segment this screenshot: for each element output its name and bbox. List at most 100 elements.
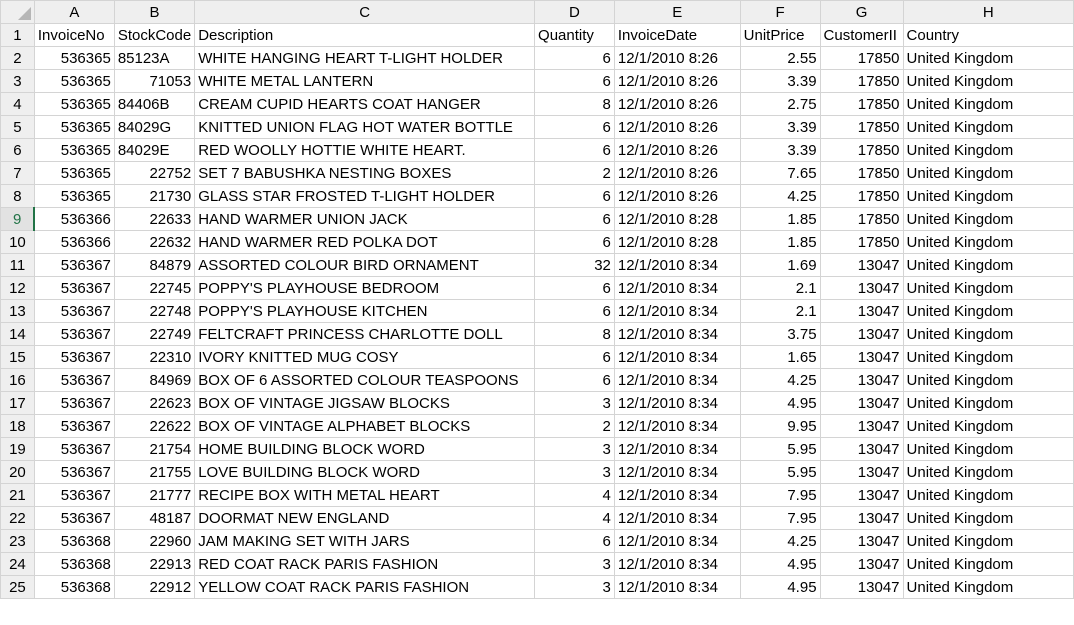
cell-b4[interactable]: 84406B xyxy=(113,92,196,116)
cell-e25[interactable]: 12/1/2010 8:34 xyxy=(613,575,741,599)
cell-h8[interactable]: United Kingdom xyxy=(902,184,1074,208)
cell-e11[interactable]: 12/1/2010 8:34 xyxy=(613,253,741,277)
cell-g25[interactable]: 13047 xyxy=(819,575,904,599)
cell-b13[interactable]: 22748 xyxy=(113,299,196,323)
cell-f17[interactable]: 4.95 xyxy=(739,391,821,415)
cell-a3[interactable]: 536365 xyxy=(33,69,115,93)
cell-f5[interactable]: 3.39 xyxy=(739,115,821,139)
cell-h4[interactable]: United Kingdom xyxy=(902,92,1074,116)
cell-a18[interactable]: 536367 xyxy=(33,414,115,438)
cell-h12[interactable]: United Kingdom xyxy=(902,276,1074,300)
cell-e17[interactable]: 12/1/2010 8:34 xyxy=(613,391,741,415)
row-header[interactable]: 3 xyxy=(0,69,35,93)
cell-b9[interactable]: 22633 xyxy=(113,207,196,231)
cell-c4[interactable]: CREAM CUPID HEARTS COAT HANGER xyxy=(194,92,536,116)
cell-c15[interactable]: IVORY KNITTED MUG COSY xyxy=(194,345,536,369)
cell-h18[interactable]: United Kingdom xyxy=(902,414,1074,438)
row-header[interactable]: 25 xyxy=(0,575,35,599)
row-header[interactable]: 17 xyxy=(0,391,35,415)
cell-d1[interactable]: Quantity xyxy=(534,23,615,47)
cell-d15[interactable]: 6 xyxy=(534,345,615,369)
cell-g7[interactable]: 17850 xyxy=(819,161,904,185)
cell-h10[interactable]: United Kingdom xyxy=(902,230,1074,254)
cell-a6[interactable]: 536365 xyxy=(33,138,115,162)
cell-d18[interactable]: 2 xyxy=(534,414,615,438)
cell-f23[interactable]: 4.25 xyxy=(739,529,821,553)
cell-g1[interactable]: CustomerII xyxy=(819,23,904,47)
cell-d11[interactable]: 32 xyxy=(534,253,615,277)
cell-b16[interactable]: 84969 xyxy=(113,368,196,392)
cell-d5[interactable]: 6 xyxy=(534,115,615,139)
cell-g21[interactable]: 13047 xyxy=(819,483,904,507)
cell-b24[interactable]: 22913 xyxy=(113,552,196,576)
cell-d6[interactable]: 6 xyxy=(534,138,615,162)
cell-e12[interactable]: 12/1/2010 8:34 xyxy=(613,276,741,300)
cell-c12[interactable]: POPPY'S PLAYHOUSE BEDROOM xyxy=(194,276,536,300)
cell-c17[interactable]: BOX OF VINTAGE JIGSAW BLOCKS xyxy=(194,391,536,415)
cell-c24[interactable]: RED COAT RACK PARIS FASHION xyxy=(194,552,536,576)
cell-e14[interactable]: 12/1/2010 8:34 xyxy=(613,322,741,346)
cell-f9[interactable]: 1.85 xyxy=(739,207,821,231)
row-header[interactable]: 22 xyxy=(0,506,35,530)
cell-g9[interactable]: 17850 xyxy=(819,207,904,231)
cell-c25[interactable]: YELLOW COAT RACK PARIS FASHION xyxy=(194,575,536,599)
cell-g10[interactable]: 17850 xyxy=(819,230,904,254)
cell-b2[interactable]: 85123A xyxy=(113,46,196,70)
cell-a8[interactable]: 536365 xyxy=(33,184,115,208)
cell-h11[interactable]: United Kingdom xyxy=(902,253,1074,277)
cell-g6[interactable]: 17850 xyxy=(819,138,904,162)
cell-b3[interactable]: 71053 xyxy=(113,69,196,93)
cell-h21[interactable]: United Kingdom xyxy=(902,483,1074,507)
cell-h9[interactable]: United Kingdom xyxy=(902,207,1074,231)
cell-d17[interactable]: 3 xyxy=(534,391,615,415)
cell-d16[interactable]: 6 xyxy=(534,368,615,392)
cell-f3[interactable]: 3.39 xyxy=(739,69,821,93)
cell-a1[interactable]: InvoiceNo xyxy=(33,23,115,47)
cell-f20[interactable]: 5.95 xyxy=(739,460,821,484)
cell-h19[interactable]: United Kingdom xyxy=(902,437,1074,461)
cell-d13[interactable]: 6 xyxy=(534,299,615,323)
cell-a24[interactable]: 536368 xyxy=(33,552,115,576)
cell-h20[interactable]: United Kingdom xyxy=(902,460,1074,484)
cell-d12[interactable]: 6 xyxy=(534,276,615,300)
cell-d21[interactable]: 4 xyxy=(534,483,615,507)
cell-f19[interactable]: 5.95 xyxy=(739,437,821,461)
cell-b1[interactable]: StockCode xyxy=(113,23,196,47)
cell-e1[interactable]: InvoiceDate xyxy=(613,23,741,47)
cell-e15[interactable]: 12/1/2010 8:34 xyxy=(613,345,741,369)
cell-c3[interactable]: WHITE METAL LANTERN xyxy=(194,69,536,93)
cell-h7[interactable]: United Kingdom xyxy=(902,161,1074,185)
cell-e6[interactable]: 12/1/2010 8:26 xyxy=(613,138,741,162)
cell-a15[interactable]: 536367 xyxy=(33,345,115,369)
column-header-a[interactable]: A xyxy=(33,0,115,24)
cell-f10[interactable]: 1.85 xyxy=(739,230,821,254)
cell-g8[interactable]: 17850 xyxy=(819,184,904,208)
cell-g4[interactable]: 17850 xyxy=(819,92,904,116)
cell-d25[interactable]: 3 xyxy=(534,575,615,599)
row-header[interactable]: 9 xyxy=(0,207,36,231)
row-header[interactable]: 23 xyxy=(0,529,35,553)
cell-c10[interactable]: HAND WARMER RED POLKA DOT xyxy=(194,230,536,254)
cell-a20[interactable]: 536367 xyxy=(33,460,115,484)
cell-e5[interactable]: 12/1/2010 8:26 xyxy=(613,115,741,139)
cell-b8[interactable]: 21730 xyxy=(113,184,196,208)
cell-g12[interactable]: 13047 xyxy=(819,276,904,300)
row-header[interactable]: 5 xyxy=(0,115,35,139)
cell-h5[interactable]: United Kingdom xyxy=(902,115,1074,139)
row-header[interactable]: 1 xyxy=(0,23,35,47)
cell-b25[interactable]: 22912 xyxy=(113,575,196,599)
cell-d4[interactable]: 8 xyxy=(534,92,615,116)
cell-h2[interactable]: United Kingdom xyxy=(902,46,1074,70)
cell-b12[interactable]: 22745 xyxy=(113,276,196,300)
row-header[interactable]: 19 xyxy=(0,437,35,461)
cell-a12[interactable]: 536367 xyxy=(33,276,115,300)
cell-f14[interactable]: 3.75 xyxy=(739,322,821,346)
row-header[interactable]: 13 xyxy=(0,299,35,323)
cell-f13[interactable]: 2.1 xyxy=(739,299,821,323)
cell-g5[interactable]: 17850 xyxy=(819,115,904,139)
row-header[interactable]: 7 xyxy=(0,161,35,185)
cell-a11[interactable]: 536367 xyxy=(33,253,115,277)
cell-f16[interactable]: 4.25 xyxy=(739,368,821,392)
cell-e23[interactable]: 12/1/2010 8:34 xyxy=(613,529,741,553)
cell-b19[interactable]: 21754 xyxy=(113,437,196,461)
